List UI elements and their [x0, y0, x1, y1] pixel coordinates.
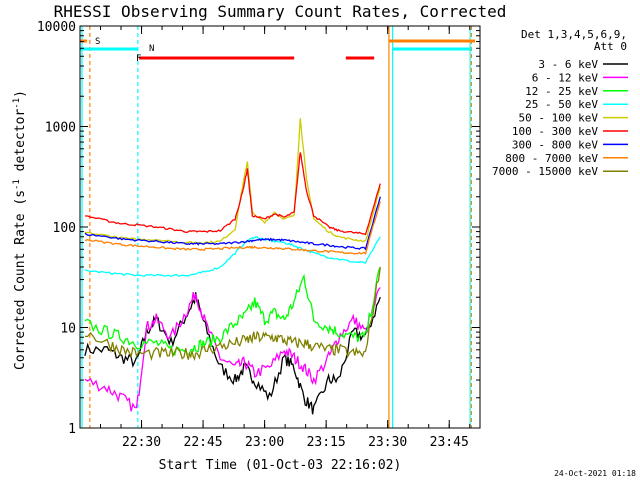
legend-label: 300 - 800 keV: [512, 138, 598, 151]
legend-label: 50 - 100 keV: [519, 112, 599, 125]
series-line-1: [84, 287, 381, 412]
timestamp: 24-Oct-2021 01:18: [554, 469, 636, 478]
legend-label: 3 - 6 keV: [538, 58, 598, 71]
x-tick-label: 22:45: [184, 435, 223, 450]
flag-label: S: [95, 37, 100, 47]
legend-label: 25 - 50 keV: [525, 98, 598, 111]
series-line-8: [84, 266, 381, 362]
legend-label: 7000 - 15000 keV: [492, 165, 598, 178]
mode-markers: S NF: [80, 26, 476, 428]
x-axis-label: Start Time (01-Oct-03 22:16:02): [159, 458, 402, 473]
series-line-0: [84, 292, 381, 415]
legend-label: 12 - 25 keV: [525, 85, 598, 98]
y-tick-label: 10000: [37, 20, 76, 35]
y-tick-label: 100: [53, 221, 76, 236]
flag-label: F: [136, 54, 141, 64]
x-tick-label: 23:00: [245, 435, 284, 450]
y-tick-label: 1: [68, 422, 76, 437]
axes: 1 10 100 1000 10000 22:30 22:45 23:00 23:15 23:30…: [37, 20, 481, 450]
series-line-6: [84, 196, 381, 251]
x-tick-label: 22:30: [122, 435, 161, 450]
series-line-5: [84, 152, 381, 236]
x-tick-label: 23:15: [307, 435, 346, 450]
series-line-7: [84, 201, 381, 255]
legend-header: Det 1,3,4,5,6,9,: [521, 28, 627, 41]
y-tick-label: 1000: [45, 121, 76, 136]
plot-frame: [79, 25, 481, 429]
y-axis-label: Corrected Count Rate (s-1 detector-1): [12, 90, 28, 370]
series-line-2: [84, 266, 381, 357]
legend-label: 800 - 7000 keV: [505, 152, 598, 165]
legend-header: Att 0: [594, 40, 627, 53]
series-line-3: [84, 236, 381, 278]
flag-label: N: [149, 44, 154, 54]
y-tick-label: 10: [60, 322, 76, 337]
series-line-4: [84, 118, 381, 245]
chart-title: RHESSI Observing Summary Count Rates, Co…: [54, 2, 507, 21]
x-tick-label: 23:30: [368, 435, 407, 450]
legend-label: 6 - 12 keV: [532, 71, 599, 84]
x-tick-label: 23:45: [430, 435, 469, 450]
series-layer: [84, 118, 381, 415]
legend-label: 100 - 300 keV: [512, 125, 598, 138]
